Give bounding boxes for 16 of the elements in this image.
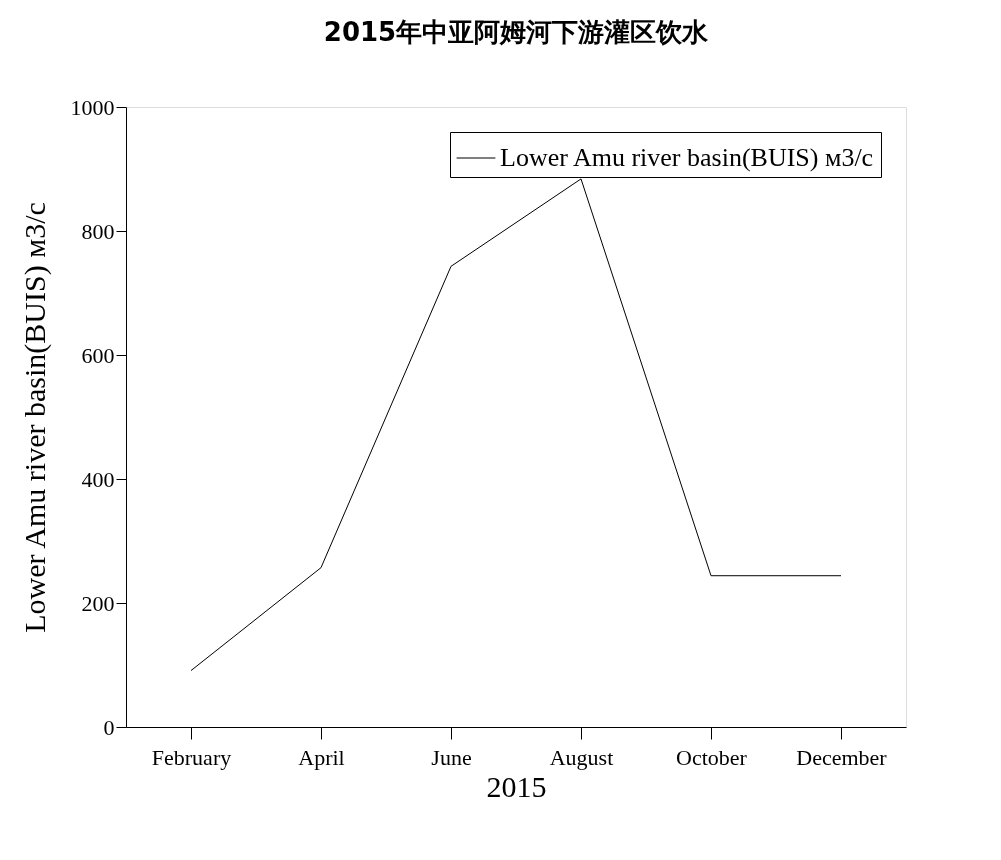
x-tick-label: December — [796, 744, 888, 770]
y-tick-label: 1000 — [70, 94, 115, 120]
y-tick-label: 400 — [81, 466, 115, 492]
x-tick-label: April — [298, 744, 345, 770]
x-axis-title: 2015 — [486, 769, 547, 803]
y-tick-label: 600 — [81, 342, 115, 368]
chart-title: 2015年中亚阿姆河下游灌区饮水 — [323, 17, 710, 47]
y-tick-label: 0 — [103, 714, 115, 740]
legend-label: Lower Amu river basin(BUIS) м3/с — [500, 143, 874, 172]
x-tick-label: August — [549, 744, 614, 770]
x-tick-label: February — [151, 744, 232, 770]
y-axis-title: Lower Amu river basin(BUIS) м3/с — [17, 202, 52, 633]
x-tick-label: October — [676, 744, 748, 770]
y-tick-label: 200 — [81, 590, 115, 616]
y-tick-label: 800 — [81, 218, 115, 244]
x-tick-label: June — [431, 744, 472, 770]
